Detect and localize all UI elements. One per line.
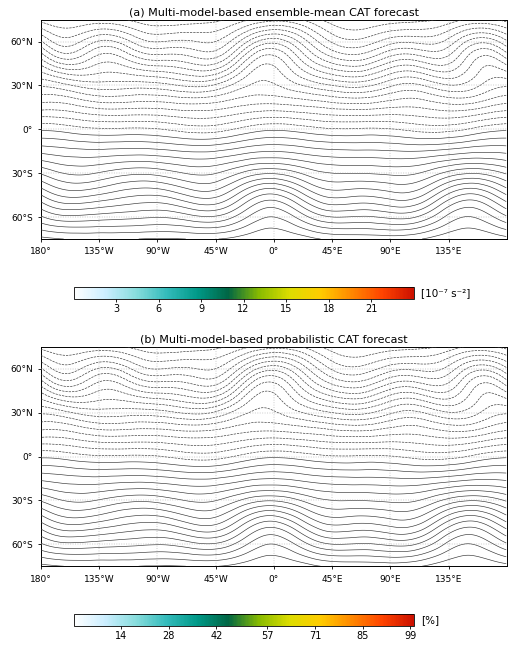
Text: [10⁻⁷ s⁻²]: [10⁻⁷ s⁻²]	[421, 288, 470, 298]
Text: [%]: [%]	[421, 615, 439, 625]
Title: (b) Multi-model-based probabilistic CAT forecast: (b) Multi-model-based probabilistic CAT …	[140, 335, 408, 345]
Title: (a) Multi-model-based ensemble-mean CAT forecast: (a) Multi-model-based ensemble-mean CAT …	[129, 7, 419, 18]
